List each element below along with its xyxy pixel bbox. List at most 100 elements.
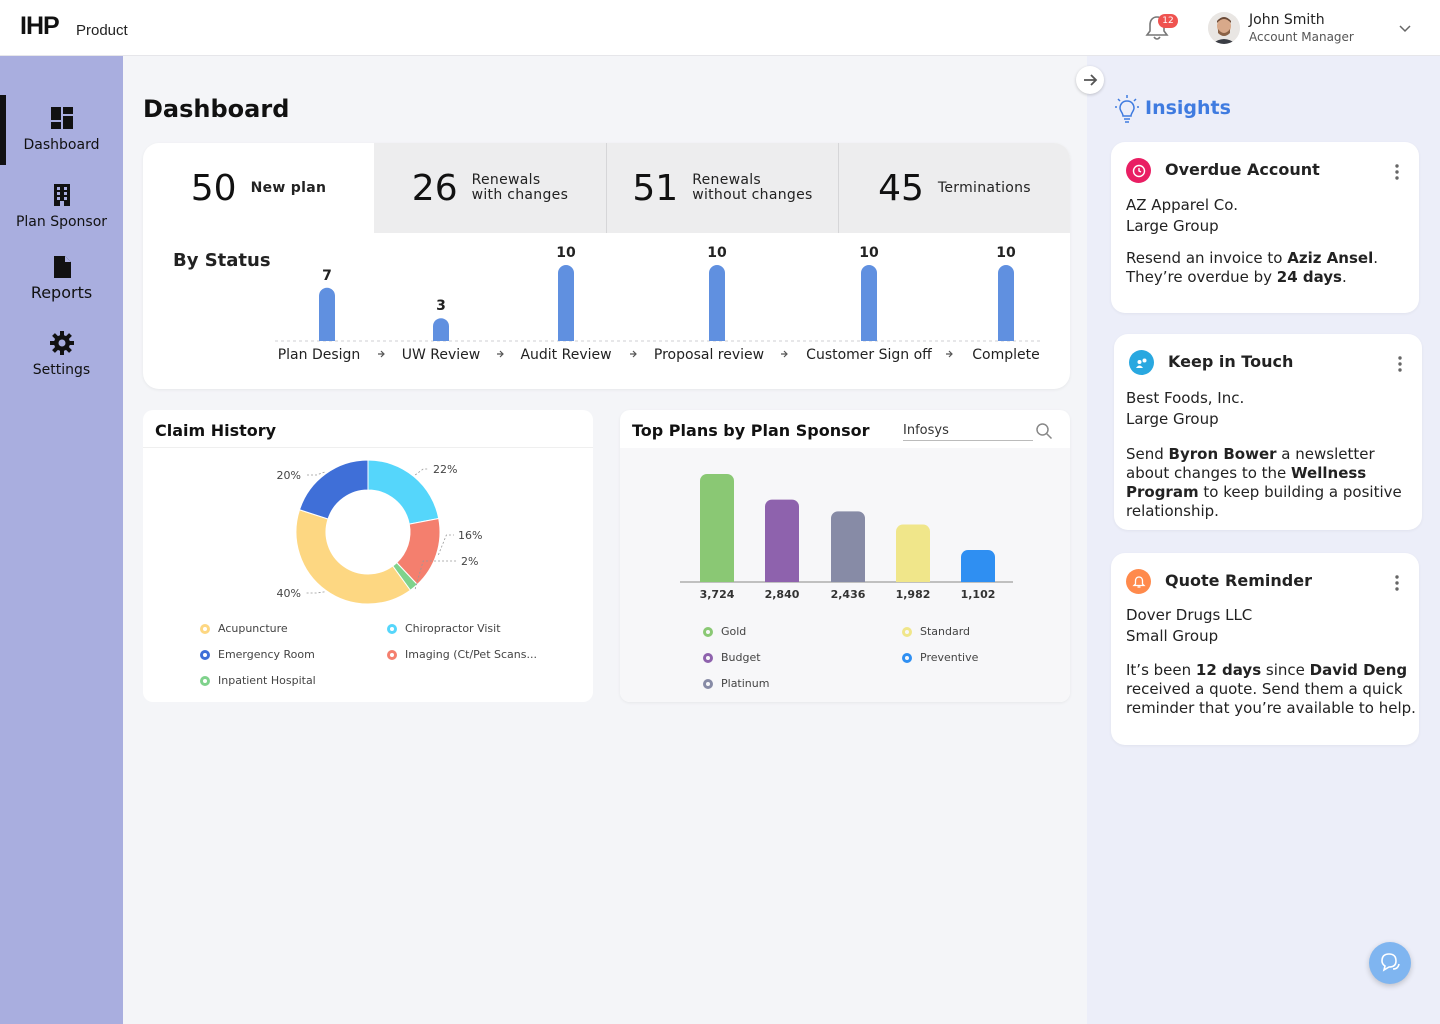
insight-card-keep-in-touch[interactable]: Keep in Touch Best Foods, Inc. Large Gro… bbox=[1114, 334, 1422, 530]
legend-item[interactable]: Imaging (Ct/Pet Scans... bbox=[387, 648, 537, 661]
insight-card-message: It’s been 12 days since David Deng recei… bbox=[1126, 661, 1416, 717]
slice-percent-label: 2% bbox=[461, 555, 478, 568]
search-icon[interactable] bbox=[1035, 422, 1053, 440]
donut-slice[interactable] bbox=[367, 459, 440, 525]
more-options-icon[interactable] bbox=[1395, 164, 1399, 180]
sidebar-item-label: Plan Sponsor bbox=[15, 214, 108, 230]
sidebar-item-dashboard[interactable]: Dashboard bbox=[0, 106, 123, 153]
kpi-label: Renewals with changes bbox=[472, 173, 569, 203]
chevron-down-icon[interactable] bbox=[1398, 24, 1412, 34]
bar-value-label: 10 bbox=[859, 245, 879, 261]
kpi-label-line2: with changes bbox=[471, 187, 569, 203]
bar-value-label: 7 bbox=[322, 268, 332, 284]
plan-sponsor-search-input[interactable] bbox=[903, 421, 1033, 441]
avatar[interactable] bbox=[1208, 12, 1240, 44]
slice-percent-label: 40% bbox=[277, 587, 301, 600]
legend-dot bbox=[200, 649, 210, 660]
legend-item[interactable]: Standard bbox=[902, 625, 970, 638]
legend-item[interactable]: Budget bbox=[703, 651, 761, 664]
bar-value-label: 3 bbox=[436, 298, 446, 314]
plan-bar[interactable] bbox=[831, 511, 865, 582]
donut-slice[interactable] bbox=[295, 509, 412, 605]
status-bar[interactable] bbox=[861, 265, 877, 341]
plan-value-label: 3,724 bbox=[700, 588, 735, 601]
legend-item[interactable]: Gold bbox=[703, 625, 746, 638]
legend-item[interactable]: Preventive bbox=[902, 651, 978, 664]
clock-icon bbox=[1126, 158, 1151, 183]
status-category-label: Customer Sign off bbox=[806, 347, 932, 363]
insight-card-message: Resend an invoice to Aziz Ansel. They’re… bbox=[1126, 249, 1378, 286]
sidebar-item-settings[interactable]: Settings bbox=[0, 331, 123, 378]
slice-percent-label: 16% bbox=[458, 529, 482, 542]
page-title: Dashboard bbox=[143, 95, 290, 123]
gear-icon bbox=[49, 331, 74, 355]
legend-item[interactable]: Platinum bbox=[703, 677, 769, 690]
arrow-right-icon bbox=[781, 350, 788, 358]
legend-item[interactable]: Acupuncture bbox=[200, 622, 288, 635]
more-options-icon[interactable] bbox=[1398, 356, 1402, 372]
plan-value-label: 1,102 bbox=[961, 588, 996, 601]
status-bar[interactable] bbox=[998, 265, 1014, 341]
arrow-right-icon bbox=[946, 350, 953, 358]
kpi-label-line2: without changes bbox=[692, 187, 813, 203]
sidebar-item-label: Dashboard bbox=[23, 137, 100, 153]
insight-card-title: Quote Reminder bbox=[1165, 571, 1312, 590]
insight-card-quote-reminder[interactable]: Quote Reminder Dover Drugs LLC Small Gro… bbox=[1111, 553, 1419, 745]
kpi-label-line1: Renewals bbox=[471, 172, 541, 188]
status-bar[interactable] bbox=[558, 265, 574, 341]
plan-bar[interactable] bbox=[765, 499, 799, 582]
sidebar-item-reports[interactable]: Reports bbox=[0, 255, 123, 302]
sidebar: Dashboard Plan Sponsor Reports bbox=[0, 56, 123, 1024]
kpi-divider bbox=[606, 143, 607, 233]
kpi-divider bbox=[838, 143, 839, 233]
bell-icon bbox=[1126, 569, 1151, 594]
insight-card-message: Send Byron Bower a newsletter about chan… bbox=[1126, 445, 1402, 520]
company-name: AZ Apparel Co. bbox=[1126, 196, 1238, 214]
legend-dot bbox=[902, 652, 912, 663]
status-bar[interactable] bbox=[319, 287, 335, 341]
user-name[interactable]: John Smith bbox=[1249, 12, 1325, 28]
bar-value-label: 10 bbox=[556, 245, 576, 261]
arrow-right-icon bbox=[1084, 74, 1098, 86]
plan-bar[interactable] bbox=[896, 524, 930, 582]
kpi-value: 26 bbox=[411, 167, 458, 209]
kpi-label-line1: Renewals bbox=[692, 172, 762, 188]
dashboard-icon bbox=[50, 107, 73, 129]
collapse-insights-button[interactable] bbox=[1076, 66, 1104, 94]
plan-value-label: 1,982 bbox=[896, 588, 931, 601]
insights-title: Insights bbox=[1145, 97, 1231, 119]
by-status-title: By Status bbox=[173, 250, 271, 271]
sidebar-item-label: Settings bbox=[32, 362, 91, 378]
kpi-renewals-without-changes[interactable]: 51 Renewals without changes bbox=[607, 143, 838, 233]
donut-slice[interactable] bbox=[298, 459, 369, 520]
building-icon bbox=[53, 184, 70, 206]
legend-item[interactable]: Chiropractor Visit bbox=[387, 622, 501, 635]
insight-card-overdue-account[interactable]: Overdue Account AZ Apparel Co. Large Gro… bbox=[1111, 142, 1419, 313]
kpi-new-plan[interactable]: 50 New plan bbox=[143, 143, 374, 233]
insight-card-company: Best Foods, Inc. Large Group bbox=[1126, 388, 1244, 430]
plan-bar-base bbox=[831, 574, 865, 582]
notification-badge: 12 bbox=[1158, 14, 1178, 28]
plan-bar[interactable] bbox=[700, 474, 734, 582]
chat-support-button[interactable] bbox=[1369, 942, 1411, 984]
top-plans-title: Top Plans by Plan Sponsor bbox=[632, 421, 870, 440]
legend-item[interactable]: Inpatient Hospital bbox=[200, 674, 316, 687]
legend-label: Budget bbox=[721, 651, 761, 664]
legend-label: Chiropractor Visit bbox=[405, 622, 501, 635]
legend-dot bbox=[703, 678, 713, 689]
sidebar-item-plan-sponsor[interactable]: Plan Sponsor bbox=[0, 183, 123, 230]
insight-card-title: Overdue Account bbox=[1165, 160, 1320, 179]
kpi-terminations[interactable]: 45 Terminations bbox=[839, 143, 1070, 233]
plan-bar-base bbox=[896, 574, 930, 582]
app-logo[interactable]: IHP bbox=[20, 12, 60, 40]
more-options-icon[interactable] bbox=[1395, 575, 1399, 591]
kpi-renewals-with-changes[interactable]: 26 Renewals with changes bbox=[374, 143, 606, 233]
plan-value-label: 2,436 bbox=[831, 588, 866, 601]
top-plans-card: Top Plans by Plan Sponsor 3,724 2,840 2,43… bbox=[620, 410, 1070, 702]
slice-leader-line bbox=[438, 534, 454, 556]
arrow-right-icon bbox=[378, 350, 385, 358]
claim-history-title: Claim History bbox=[155, 421, 277, 440]
legend-item[interactable]: Emergency Room bbox=[200, 648, 315, 661]
status-bar[interactable] bbox=[709, 265, 725, 341]
status-bar[interactable] bbox=[433, 318, 449, 341]
